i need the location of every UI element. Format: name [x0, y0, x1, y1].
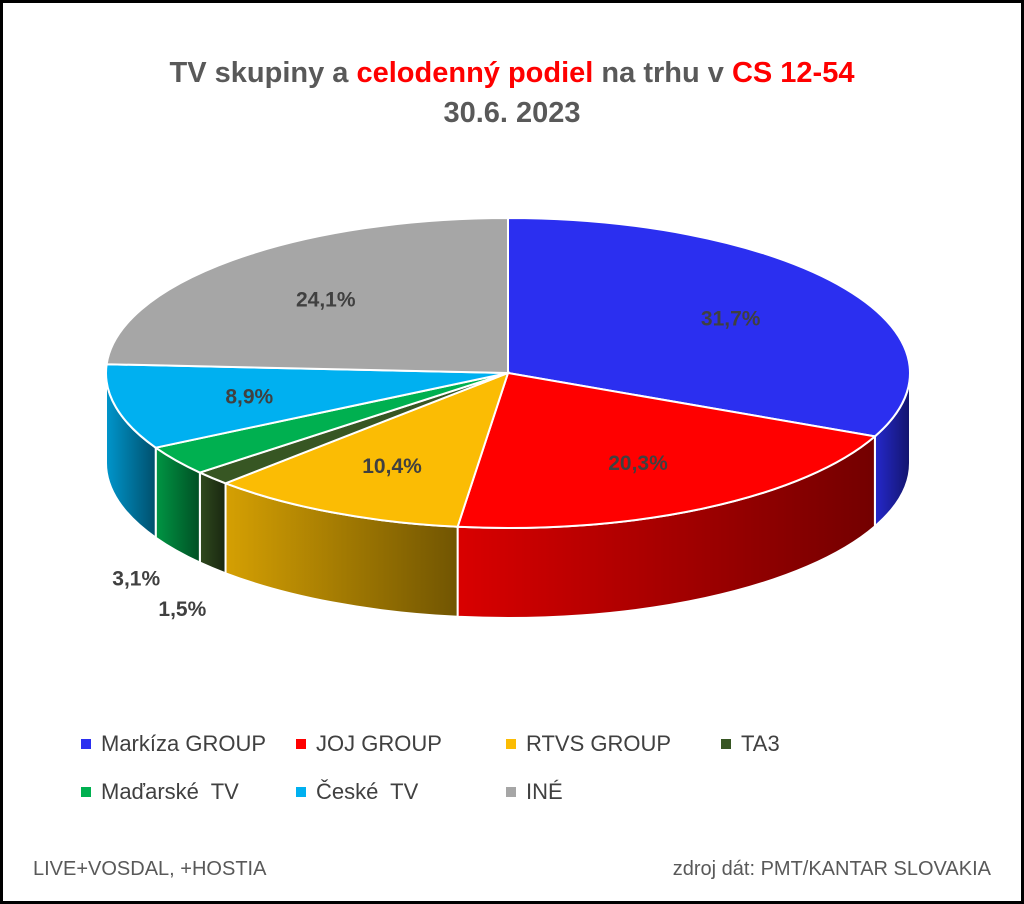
data-label-0: 31,7%: [701, 307, 761, 330]
chart-title: TV skupiny a celodenný podiel na trhu v …: [3, 53, 1021, 133]
pie-slice-2: [222, 371, 510, 528]
data-label-1: 20,3%: [608, 452, 668, 475]
pie-labels: 31,7% 20,3% 10,4% 1,5% 3,1% 8,9% 24,1%: [112, 289, 760, 621]
pie-sides: [105, 372, 911, 619]
footer-source: zdroj dát: PMT/KANTAR SLOVAKIA: [672, 858, 991, 880]
data-label-6: 24,1%: [296, 289, 356, 312]
footer-note: LIVE+VOSDAL, +HOSTIA: [33, 858, 267, 880]
pie-slice-6: [105, 216, 509, 375]
pie-slice-1: [456, 371, 878, 529]
pie-slice-0: [507, 216, 911, 438]
pie-chart: 31,7% 20,3% 10,4% 1,5% 3,1% 8,9% 24,1%: [105, 216, 911, 621]
data-label-2: 10,4%: [362, 455, 422, 478]
data-label-3: 1,5%: [158, 598, 206, 621]
pie-side-3: [198, 470, 227, 575]
title-part-1: TV skupiny a: [169, 57, 357, 89]
pie-slice-5: [105, 363, 509, 449]
title-highlight-2: CS 12-54: [731, 57, 855, 89]
data-label-4: 3,1%: [112, 568, 160, 591]
title-part-2: na trhu v: [593, 57, 732, 89]
title-line-1: TV skupiny a celodenný podiel na trhu v …: [3, 53, 1021, 93]
title-highlight-1: celodenný podiel: [356, 57, 594, 89]
title-line-2: 30.6. 2023: [443, 97, 581, 129]
data-label-5: 8,9%: [225, 386, 273, 409]
pie-slices: [105, 216, 911, 529]
